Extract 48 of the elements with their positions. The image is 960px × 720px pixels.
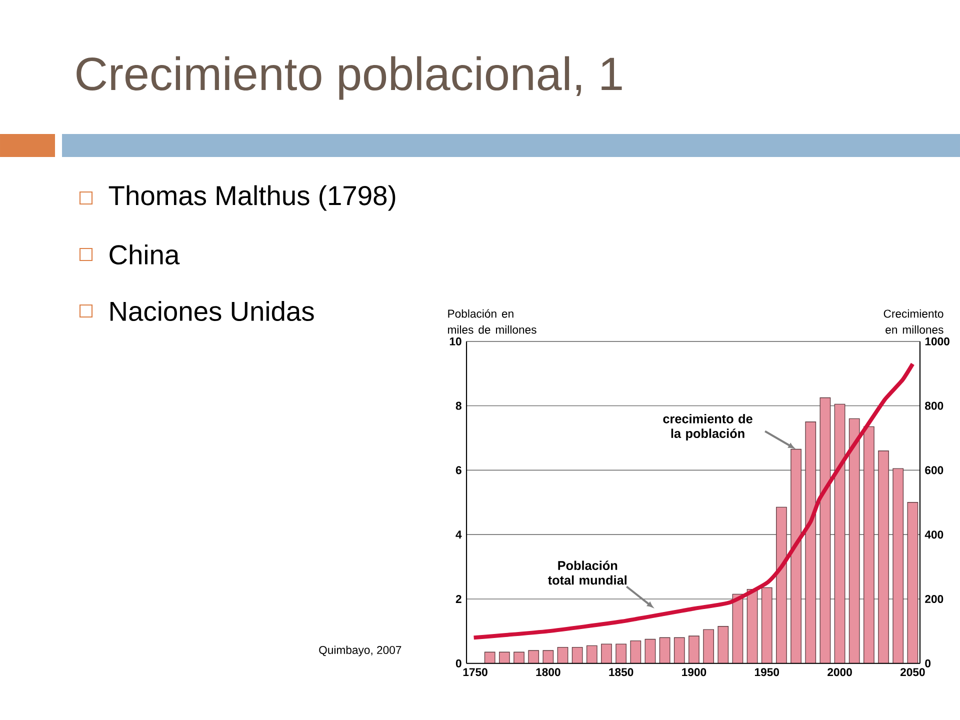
x-tick-label: 1950 — [754, 668, 780, 676]
bar — [864, 426, 874, 664]
y-tick-label: 10 — [450, 337, 462, 346]
bar — [601, 644, 612, 664]
y-tick-label: 4 — [456, 530, 462, 538]
bar — [659, 637, 670, 664]
bar — [572, 646, 583, 664]
x-tick-label: 1850 — [609, 668, 634, 676]
text: Quimbayo, 2007 — [319, 646, 402, 656]
annotation: crecimiento de la población — [663, 414, 752, 440]
y-axis-title: Población en miles de millones — [448, 309, 536, 334]
annotation: Población total mundial — [548, 560, 626, 585]
y2-tick-label: 200 — [925, 594, 944, 603]
y-tick-label: 6 — [456, 466, 462, 474]
text: Naciones Unidas — [110, 300, 314, 322]
x-tick-label: 2000 — [828, 668, 852, 676]
bar — [514, 652, 524, 664]
y2-tick-label: 600 — [925, 466, 944, 474]
y2-axis-title: Crecimiento en millones — [884, 309, 944, 334]
y2-tick-label: 1000 — [925, 337, 950, 346]
bar — [892, 468, 904, 664]
y-tick-label: 2 — [456, 595, 462, 603]
bar — [848, 418, 860, 664]
bar — [688, 636, 700, 664]
bar — [820, 397, 831, 664]
x-tick-label: 1750 — [463, 668, 488, 676]
x-tick-label: 2050 — [900, 668, 925, 676]
bar — [557, 646, 568, 664]
text: Thomas Malthus (1798) — [108, 185, 396, 211]
line-series — [472, 362, 915, 640]
y2-tick-label: 800 — [925, 402, 944, 410]
y-tick-label: 8 — [456, 402, 462, 410]
bar — [718, 626, 729, 664]
y-tick-label: 0 — [456, 659, 462, 668]
text: China — [110, 244, 180, 265]
chart-title: Crecimiento poblacional, 1 — [76, 56, 622, 100]
bar — [907, 502, 918, 664]
bar — [878, 450, 889, 664]
bar — [630, 640, 642, 664]
bar — [674, 637, 685, 664]
bar — [644, 638, 656, 664]
x-tick-label: 1800 — [536, 668, 560, 676]
bar — [703, 629, 714, 664]
bar — [761, 587, 772, 664]
bar — [834, 404, 846, 664]
y2-tick-label: 400 — [924, 530, 944, 539]
x-tick-label: 1900 — [682, 668, 706, 676]
y2-tick-label: 0 — [925, 659, 931, 668]
